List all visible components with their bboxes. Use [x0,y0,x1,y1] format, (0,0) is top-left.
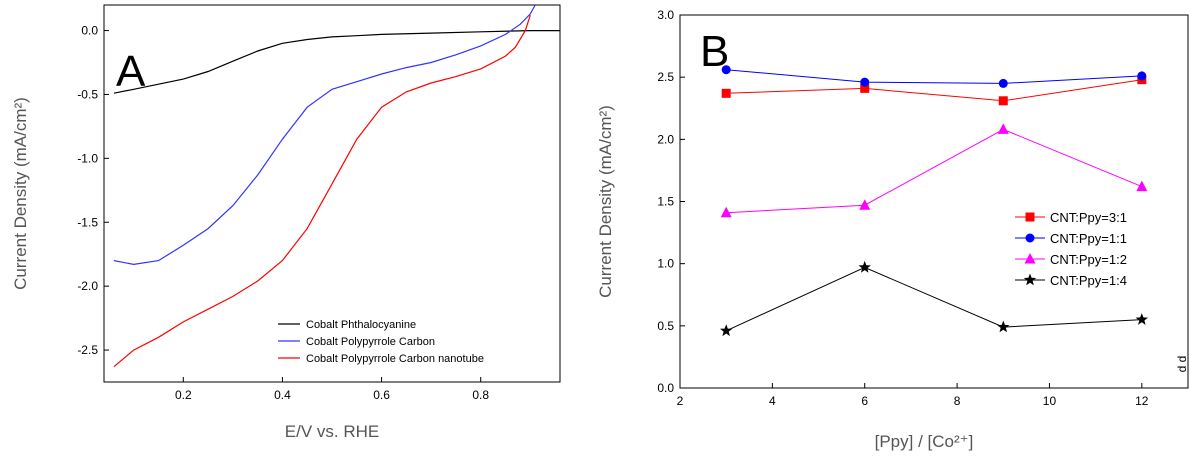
legend-label: CNT:Ppy=1:4 [1050,273,1127,288]
edge-text: d d [1175,356,1189,373]
legend-label: CNT:Ppy=1:2 [1050,252,1127,267]
legend-label: Cobalt Polypyrrole Carbon nanotube [306,353,484,365]
data-point-marker [1025,212,1035,222]
legend-label: Cobalt Polypyrrole Carbon [306,336,435,348]
y-tick-label: 2.0 [657,132,674,146]
y-tick-label: -2.0 [77,279,98,293]
series-line-2 [726,69,1142,84]
data-point-marker [1135,313,1148,325]
series-a [113,4,560,368]
chart-panel-a: 0.2 0.4 0.6 0.8 0.0 -0.5 -1.0 -1.5 -2.0 -2.5 A E/… [11,4,561,441]
y-tick-label: 0.5 [657,319,674,333]
data-point-marker [1136,180,1148,192]
x-tick-label: 12 [1135,394,1149,408]
y-tick-label: -1.5 [77,215,98,229]
x-tick-label: 4 [769,394,776,408]
y-tick-label: 1.0 [657,257,674,271]
series-line-3 [113,15,531,368]
data-point-marker [860,83,870,93]
series-line-1 [113,30,560,94]
series-line-1 [726,79,1142,102]
y-tick-label: -2.5 [77,343,98,357]
legend-a: Cobalt Phthalocyanine Cobalt Polypyrrole … [278,319,484,365]
plot-frame-a [103,4,561,383]
ticks-b: 2 4 6 8 10 12 0.0 0.5 1.0 1.5 2.0 2.5 3.0 [657,8,1148,408]
data-point-marker [858,260,871,273]
y-tick-label: 2.5 [657,70,674,84]
panel-label-a: A [116,47,146,96]
legend-label: Cobalt Phthalocyanine [306,319,416,331]
x-tick-label: 0.6 [373,388,390,402]
series-line-2 [113,4,536,266]
data-point-marker [998,96,1008,106]
series-b [720,65,1148,337]
data-point-marker [860,77,870,87]
data-point-marker [720,324,733,337]
x-tick-label: 0.4 [274,388,291,402]
y-axis-label-b: Current Density (mA/cm²) [596,105,615,298]
legend-b: CNT:Ppy=3:1 CNT:Ppy=1:1 CNT:Ppy=1:2 CNT:Ppy… [1015,210,1127,288]
y-tick-label: 0.0 [657,381,674,395]
x-tick-label: 8 [954,394,961,408]
x-tick-label: 10 [1043,394,1057,408]
x-tick-label: 6 [861,394,868,408]
y-tick-label: -0.5 [77,87,98,101]
y-tick-label: 0.0 [81,24,98,38]
x-axis-label-b: [Ppy] / [Co²⁺] [875,432,974,451]
legend-label: CNT:Ppy=1:1 [1050,231,1127,246]
x-tick-label: 0.2 [175,388,192,402]
data-point-marker [998,78,1008,88]
chart-panel-b: 2 4 6 8 10 12 0.0 0.5 1.0 1.5 2.0 2.5 3.0 B [Ppy] / … [596,8,1189,451]
y-tick-label: 3.0 [657,8,674,22]
panel-label-b: B [700,27,729,76]
x-tick-label: 0.8 [472,388,489,402]
data-point-marker [997,123,1009,134]
data-point-marker [721,65,731,75]
series-line-4 [725,266,1142,332]
data-point-marker [1025,233,1035,243]
plot-frame-b [679,14,1189,389]
data-point-marker [1024,253,1036,264]
series-line-3 [726,128,1142,214]
ticks-a: 0.2 0.4 0.6 0.8 0.0 -0.5 -1.0 -1.5 -2.0 -2.5 [77,24,489,402]
data-point-marker [720,206,732,218]
legend-label: CNT:Ppy=3:1 [1050,210,1127,225]
data-point-marker [1137,71,1147,81]
data-point-marker [721,88,731,98]
data-point-marker [997,320,1010,333]
data-point-marker [1023,273,1037,286]
y-axis-label-a: Current Density (mA/cm²) [11,97,30,290]
y-tick-label: -1.0 [77,151,98,165]
data-point-marker [859,199,871,210]
x-tick-label: 2 [677,394,684,408]
y-tick-label: 1.5 [657,195,674,209]
x-axis-label-a: E/V vs. RHE [285,422,379,441]
